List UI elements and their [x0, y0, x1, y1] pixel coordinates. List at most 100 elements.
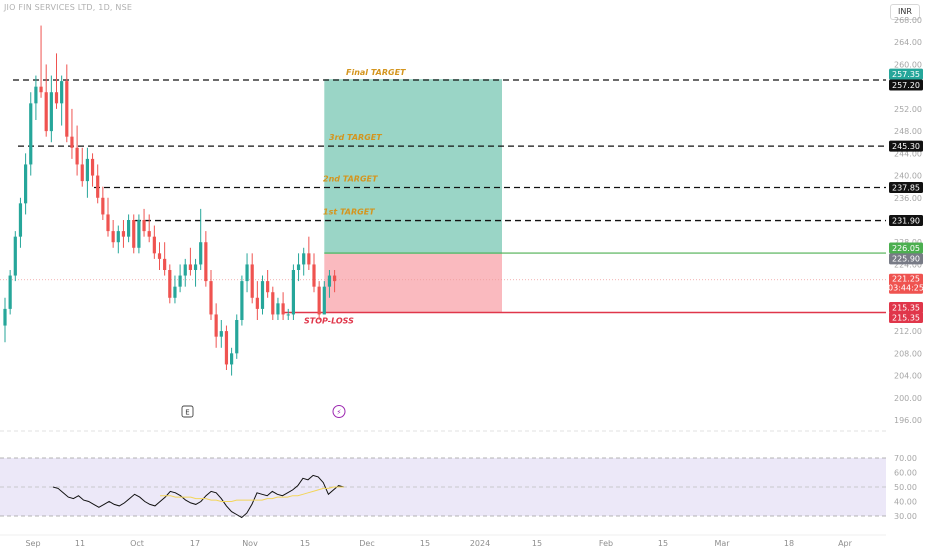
- candle-body: [121, 231, 126, 237]
- badge-stop-bg: [889, 302, 923, 313]
- candle: [49, 75, 53, 143]
- candle: [60, 75, 64, 126]
- badge-stop: 215.35: [889, 302, 923, 313]
- candle-body: [90, 158, 95, 176]
- candle: [250, 253, 254, 304]
- candle-body: [60, 81, 64, 104]
- candle-body: [75, 147, 79, 165]
- candle-body: [296, 264, 301, 270]
- currency-selector[interactable]: INR: [890, 4, 920, 20]
- earnings-marker-box: [181, 405, 194, 418]
- candle: [106, 197, 110, 237]
- candle-body: [178, 275, 182, 287]
- candle-body: [173, 286, 177, 298]
- candle: [75, 125, 79, 176]
- candle: [34, 75, 38, 120]
- candles: [3, 25, 337, 376]
- candle: [209, 270, 213, 320]
- candle: [224, 325, 229, 370]
- candle-body: [230, 353, 234, 365]
- candle: [333, 270, 337, 293]
- candle: [132, 214, 136, 254]
- badge-entry: 225.90: [889, 253, 923, 265]
- candle-body: [204, 242, 208, 282]
- badge-final-target: 257.20: [889, 79, 923, 91]
- candle: [312, 253, 316, 293]
- candle: [168, 264, 172, 304]
- candle-body: [240, 281, 244, 320]
- candle: [296, 253, 301, 282]
- event-markers: E ⚡: [181, 405, 346, 418]
- time-tick-label: 15: [420, 539, 430, 548]
- candle-body: [101, 197, 105, 215]
- candle-body: [219, 331, 223, 337]
- candle: [173, 275, 177, 304]
- price-tick-label: 240.00: [894, 172, 922, 181]
- price-tick-label: 208.00: [894, 349, 922, 358]
- candle: [286, 308, 290, 320]
- candle: [65, 64, 69, 143]
- badge-last-price-bg: [889, 273, 923, 294]
- candle: [193, 258, 198, 287]
- candle: [90, 153, 95, 187]
- candle-body: [214, 314, 218, 337]
- time-tick-label: 2024: [470, 539, 490, 548]
- badge-stop-2: 215.35: [889, 312, 923, 323]
- price-tick-label: 260.00: [894, 60, 922, 69]
- candle-body: [54, 92, 59, 104]
- badge-target-bg: [889, 68, 923, 80]
- candle-body: [260, 281, 265, 309]
- badge-entry-green-text: 226.05: [892, 244, 920, 253]
- candle-body: [312, 264, 316, 287]
- candle: [240, 275, 244, 326]
- candle: [121, 220, 126, 248]
- stop-loss-label: STOP-LOSS: [304, 317, 354, 326]
- candle-body: [34, 86, 38, 104]
- candle-body: [276, 303, 280, 315]
- badge-first-target: 231.90: [889, 215, 923, 227]
- time-tick-label: 15: [658, 539, 668, 548]
- badge-third-target-text: 245.30: [892, 142, 920, 151]
- badge-third-target: 245.30: [889, 140, 923, 152]
- candle-body: [163, 258, 167, 270]
- candle-body: [199, 242, 203, 265]
- time-tick-label: 15: [532, 539, 542, 548]
- price-axis: 268.00264.00260.00256.00252.00248.00244.…: [894, 16, 922, 521]
- badge-stop-text: 215.35: [892, 303, 920, 312]
- candle-body: [317, 286, 321, 315]
- candle: [116, 225, 120, 254]
- price-tick-label: 264.00: [894, 38, 922, 47]
- price-tick-label: 224.00: [894, 260, 922, 269]
- candle-body: [250, 264, 254, 298]
- candle-body: [65, 81, 69, 137]
- candle-body: [286, 314, 290, 316]
- candle-body: [224, 331, 229, 365]
- candle: [13, 231, 17, 282]
- candle: [281, 292, 285, 320]
- rsi-pane: [0, 430, 886, 517]
- candle-body: [106, 214, 110, 232]
- candle-body: [3, 308, 7, 326]
- candle: [3, 297, 7, 343]
- candle-body: [29, 103, 33, 165]
- candle: [39, 25, 43, 98]
- candle: [291, 264, 295, 320]
- rsi-tick-label: 50.00: [894, 483, 917, 492]
- badge-stop-2-text: 215.35: [892, 313, 920, 322]
- time-tick-label: 17: [190, 539, 200, 548]
- candle-body: [327, 275, 332, 287]
- candle: [178, 264, 182, 293]
- target-label: Final TARGET: [346, 68, 406, 77]
- candle-body: [209, 281, 213, 315]
- time-tick-label: Nov: [242, 539, 258, 548]
- price-tick-label: 212.00: [894, 327, 922, 336]
- candle: [214, 303, 218, 348]
- candle: [18, 197, 23, 248]
- candle: [157, 242, 162, 270]
- candle-body: [235, 320, 239, 354]
- rsi-tick-label: 30.00: [894, 512, 917, 521]
- price-badges: 257.35 257.20 245.30 237.85 231.90 226.05 225.…: [888, 68, 924, 323]
- candle-body: [137, 220, 141, 248]
- badge-target: 257.35: [889, 68, 923, 80]
